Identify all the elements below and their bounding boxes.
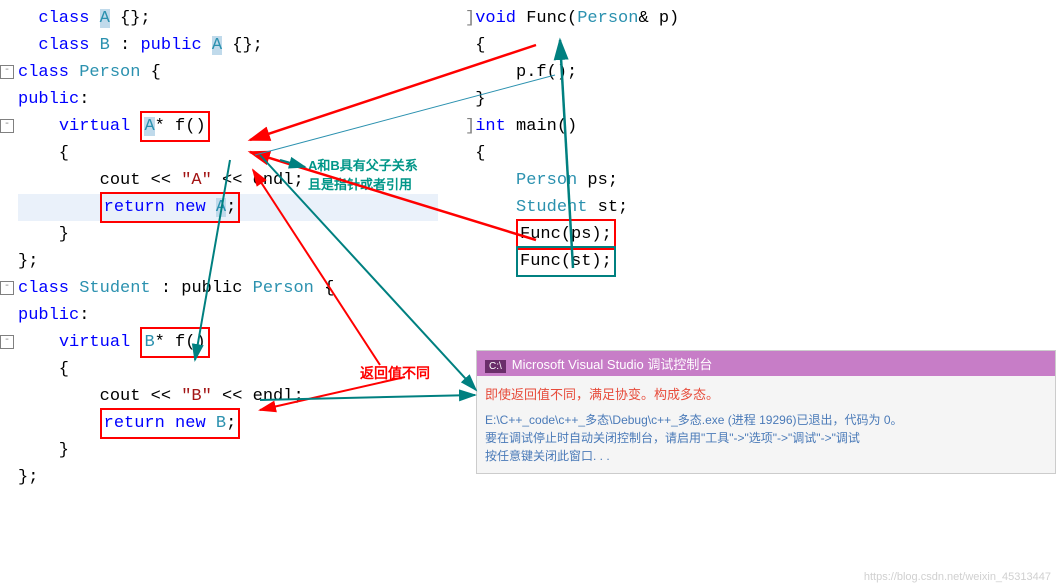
code-line: -class Person { [0,59,460,86]
return-type-A: A* f() [140,111,209,142]
watermark: https://blog.csdn.net/weixin_45313447 [864,571,1051,583]
annotation-red: 返回值不同 [360,363,430,383]
code-line: } [0,437,460,464]
code-line: - virtual B* f() [0,329,460,356]
console-red-text: 即使返回值不同，满足协变。构成多态。 [485,384,1047,403]
func-st-call: Func(st); [516,246,616,277]
code-line: -class Student : public Person { [0,275,460,302]
fold-icon[interactable]: - [0,119,14,133]
code-line: class A {}; [0,5,460,32]
annotation-teal: A和B具有父子关系 且是指针或者引用 [308,155,418,193]
fold-icon[interactable]: - [0,65,14,79]
return-new-A: return new A; [100,192,241,223]
code-line: public: [0,86,460,113]
code-line: return new A; [0,194,460,221]
fold-icon[interactable]: - [0,281,14,295]
left-code-panel: class A {}; class B : public A {}; -clas… [0,5,460,491]
code-line: ]void Func(Person& p) [465,5,845,32]
code-line: } [0,221,460,248]
console-msg: 要在调试停止时自动关闭控制台，请启用"工具"->"选项"->"调试"->"调试 [485,429,1047,447]
code-line: public: [0,302,460,329]
code-line: }; [0,464,460,491]
return-type-B: B* f() [140,327,209,358]
fold-icon[interactable]: - [0,335,14,349]
right-code-panel: ]void Func(Person& p) { p.f(); } ]int ma… [465,5,845,302]
code-line: cout << "B" << endl; [0,383,460,410]
code-line [465,275,845,302]
console-path: E:\C++_code\c++_多态\Debug\c++_多态.exe (进程 … [485,411,1047,429]
code-line: Func(ps); [465,221,845,248]
console-titlebar: C:\Microsoft Visual Studio 调试控制台 [477,351,1055,376]
code-line: { [465,32,845,59]
return-new-B: return new B; [100,408,241,439]
console-msg2: 按任意键关闭此窗口. . . [485,447,1047,465]
code-line: return new B; [0,410,460,437]
code-line: Func(st); [465,248,845,275]
console-window: C:\Microsoft Visual Studio 调试控制台 即使返回值不同… [476,350,1056,474]
code-line: Student st; [465,194,845,221]
code-line: ]int main() [465,113,845,140]
code-line: class B : public A {}; [0,32,460,59]
code-line: Person ps; [465,167,845,194]
console-icon: C:\ [485,360,506,373]
code-line: } [465,86,845,113]
code-line: p.f(); [465,59,845,86]
code-line: }; [0,248,460,275]
console-body: 即使返回值不同，满足协变。构成多态。 E:\C++_code\c++_多态\De… [477,376,1055,473]
code-line: { [465,140,845,167]
code-line: - virtual A* f() [0,113,460,140]
